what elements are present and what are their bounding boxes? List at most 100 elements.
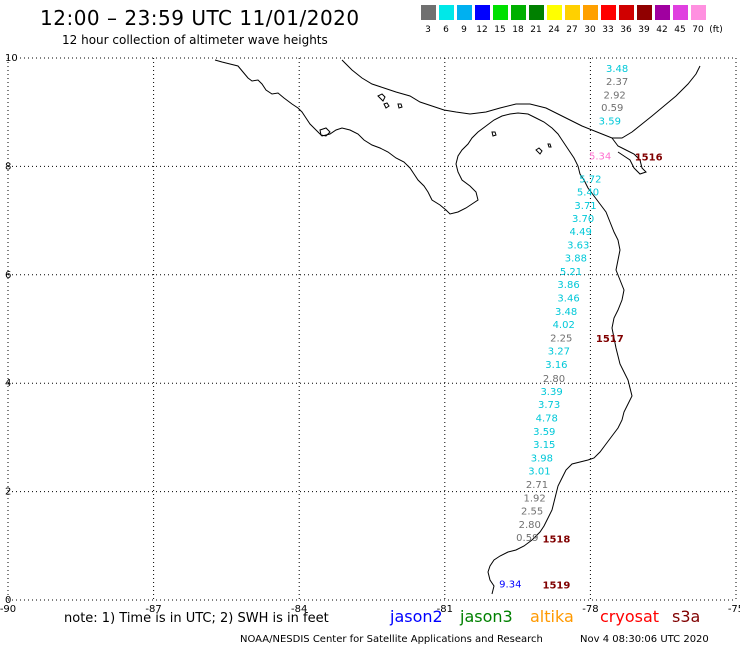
y-tick-label: 4 (5, 378, 11, 389)
color-scale-label: 6 (443, 25, 449, 35)
satellite-legend-item: jason3 (460, 607, 513, 626)
color-swatch (619, 5, 634, 20)
wave-height-value: 5.72 (579, 174, 601, 185)
color-swatch (457, 5, 472, 20)
color-scale-label: 70 (692, 25, 704, 35)
wave-height-value: 3.88 (565, 253, 587, 264)
color-scale-label: 3 (425, 25, 431, 35)
wave-height-value: 3.27 (548, 347, 570, 358)
wave-height-value: 4.49 (570, 227, 592, 238)
wave-height-value: 9.34 (499, 580, 521, 591)
y-tick-label: 0 (5, 595, 11, 606)
x-tick-label: -81 (437, 604, 453, 615)
y-tick-label: 8 (5, 161, 11, 172)
map-subtitle: 12 hour collection of altimeter wave hei… (62, 33, 328, 47)
color-swatch (439, 5, 454, 20)
x-tick-label: -84 (291, 604, 307, 615)
color-swatch (421, 5, 436, 20)
wave-height-value: 2.71 (526, 480, 548, 491)
wave-height-value: 2.80 (519, 520, 541, 531)
wave-height-value: 2.92 (604, 90, 626, 101)
wave-height-value: 3.59 (599, 116, 621, 127)
wave-height-value: 3.98 (531, 453, 553, 464)
wave-height-values: 3.48 2.37 2.92 0.59 3.59 5.34 5.72 5.40 3.71 3.70… (499, 64, 628, 591)
wave-height-value: 5.21 (560, 267, 582, 278)
color-scale-label: 36 (620, 25, 632, 35)
color-swatch (511, 5, 526, 20)
color-swatch (583, 5, 598, 20)
caribbean-coastline (341, 59, 701, 139)
color-scale-label: 45 (674, 25, 686, 35)
wave-height-value: 3.70 (572, 214, 594, 225)
color-scale-label: 30 (584, 25, 596, 35)
wave-height-value: 3.86 (557, 280, 579, 291)
wave-height-value: 3.15 (533, 440, 555, 451)
satellite-legend-item: s3a (672, 607, 701, 626)
color-scale-label: 21 (530, 25, 542, 35)
pearl-islands (319, 93, 552, 155)
pass-time-label: 1519 (543, 581, 571, 592)
coastline (214, 59, 633, 595)
color-swatch (475, 5, 490, 20)
color-swatch (529, 5, 544, 20)
wave-height-value: 0.59 (601, 103, 623, 114)
color-swatch (673, 5, 688, 20)
color-swatch (655, 5, 670, 20)
color-scale-label: 24 (548, 25, 560, 35)
color-scale-label: 18 (512, 25, 524, 35)
wave-height-value: 3.73 (538, 400, 560, 411)
generated-timestamp: Nov 4 08:30:06 UTC 2020 (580, 634, 709, 645)
x-tick-label: -87 (145, 604, 161, 615)
color-scale-label: 27 (566, 25, 578, 35)
wave-height-value: 3.48 (606, 64, 628, 75)
color-scale-label: 39 (638, 25, 650, 35)
color-swatch (637, 5, 652, 20)
pass-time-label: 1518 (543, 535, 571, 546)
satellite-legend-item: cryosat (600, 607, 660, 626)
pass-time-label: 1516 (635, 153, 663, 164)
wave-height-value: 1.92 (523, 494, 545, 505)
color-scale-label: 9 (461, 25, 467, 35)
wave-height-value: 3.46 (557, 294, 579, 305)
color-scale-label: 15 (494, 25, 506, 35)
color-swatch (691, 5, 706, 20)
color-swatch (493, 5, 508, 20)
color-scale-label: 42 (656, 25, 668, 35)
x-tick-label: -90 (0, 604, 16, 615)
footnote: note: 1) Time is in UTC; 2) SWH is in fe… (64, 611, 329, 626)
wave-height-value: 2.37 (606, 77, 628, 88)
wave-height-value: 5.34 (589, 152, 611, 163)
color-swatch (547, 5, 562, 20)
wave-height-value: 2.80 (543, 374, 565, 385)
x-tick-label: -75 (728, 604, 740, 615)
wave-height-value: 3.48 (555, 307, 577, 318)
pass-time-label: 1517 (596, 334, 624, 345)
wave-height-value: 4.02 (553, 320, 575, 331)
lat-lon-grid (7, 57, 737, 601)
color-scale-label: (ft) (709, 25, 723, 35)
satellite-legend-item: jason2 (390, 607, 443, 626)
map-title: 12:00 – 23:59 UTC 11/01/2020 (40, 6, 360, 30)
color-scale-label: 33 (602, 25, 614, 35)
color-scale-label: 12 (476, 25, 488, 35)
wave-height-value: 4.78 (536, 413, 558, 424)
wave-height-value: 3.63 (567, 240, 589, 251)
satellite-legend-item: altika (530, 607, 574, 626)
wave-height-value: 3.71 (574, 201, 596, 212)
wave-height-value: 2.25 (550, 334, 572, 345)
wave-height-value: 3.16 (545, 360, 567, 371)
axis-tick-labels: -90 -87 -84 -81 -78 -75 10 8 6 4 2 0 (0, 53, 740, 615)
wave-height-value: 3.39 (540, 387, 562, 398)
x-tick-label: -78 (582, 604, 598, 615)
wave-height-value: 5.40 (577, 187, 599, 198)
wave-height-value: 3.59 (533, 427, 555, 438)
y-tick-label: 10 (5, 53, 18, 64)
color-swatch (565, 5, 580, 20)
wave-height-value: 3.01 (528, 466, 550, 477)
credit-line: NOAA/NESDIS Center for Satellite Applica… (240, 634, 543, 645)
y-tick-label: 6 (5, 270, 11, 281)
gulf-of-uraba (611, 137, 647, 175)
wave-height-value: 0.59 (516, 533, 538, 544)
pass-time-labels: 1516 1517 1518 1519 (543, 153, 663, 592)
